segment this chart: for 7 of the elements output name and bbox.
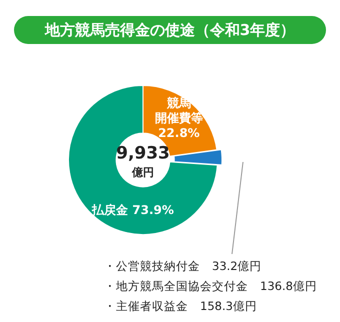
text: ・地方競馬全国協会交付金 136.8億円 xyxy=(104,278,317,295)
text: ・主催者収益金 158.3億円 xyxy=(104,298,258,315)
slice-label: 払戻金 73.9% xyxy=(91,202,174,217)
text: 9,933 億円 xyxy=(116,143,170,179)
chart-title: 地方競馬売得金の使途（令和3年度） xyxy=(14,16,326,44)
data-label: 22.8% xyxy=(158,126,200,140)
text: ・公営競技納付金 33.2億円 xyxy=(104,258,263,275)
